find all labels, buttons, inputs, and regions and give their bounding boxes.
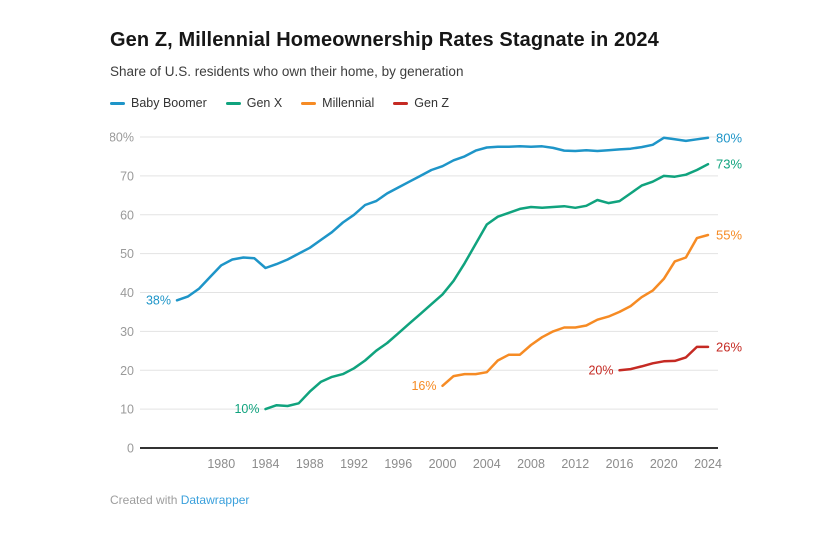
x-tick-label: 2024 (694, 457, 722, 471)
chart-legend: Baby Boomer Gen X Millennial Gen Z (110, 95, 770, 111)
legend-item-gen-z: Gen Z (393, 96, 449, 110)
end-value-label-millennial: 55% (716, 227, 742, 242)
series-line-gen-z (618, 345, 710, 372)
end-value-label-gen-x: 73% (716, 157, 742, 172)
legend-label: Gen Z (414, 96, 450, 110)
x-tick-label: 1988 (296, 457, 324, 471)
series-line-baby-boomer (175, 136, 710, 302)
x-tick-label: 2020 (650, 457, 678, 471)
created-with-text: Created with (110, 493, 178, 507)
end-value-label-baby-boomer: 80% (716, 130, 742, 145)
y-tick-label: 60 (120, 208, 134, 222)
series-line-millennial (441, 233, 710, 388)
datawrapper-link[interactable]: Datawrapper (180, 493, 250, 507)
legend-label: Gen X (246, 96, 283, 110)
start-value-label-gen-z: 20% (588, 363, 613, 377)
line-chart: 0 10 20 30 40 50 60 70 80% 1980 1984 1988 1992 1996 20… (110, 130, 742, 471)
x-tick-label: 2016 (606, 457, 634, 471)
x-tick-label: 1992 (340, 457, 368, 471)
y-tick-label: 10 (120, 403, 134, 417)
chart-subtitle: Share of U.S. residents who own their ho… (110, 64, 464, 79)
y-tick-label: 20 (120, 364, 134, 378)
y-tick-label: 50 (120, 247, 134, 261)
y-tick-label: 70 (120, 169, 134, 183)
x-tick-label: 2008 (517, 457, 545, 471)
legend-label: Baby Boomer (131, 96, 207, 110)
legend-item-gen-x: Gen X (225, 96, 283, 110)
y-tick-label: 30 (120, 325, 134, 339)
series-line-gen-x (264, 162, 710, 411)
x-tick-label: 2004 (473, 457, 501, 471)
y-tick-label: 80% (110, 131, 134, 145)
attribution: Created with Datawrapper (110, 493, 770, 507)
legend-label: Millennial (322, 96, 375, 110)
legend-line-icon (301, 101, 317, 105)
x-tick-label: 2000 (429, 457, 457, 471)
x-tick-label: 1996 (384, 457, 412, 471)
start-value-label-gen-x: 10% (234, 402, 259, 416)
end-value-label-gen-z: 26% (716, 339, 742, 354)
legend-item-baby-boomer: Baby Boomer (110, 96, 207, 110)
x-tick-label: 1984 (252, 457, 280, 471)
y-tick-label: 40 (120, 286, 134, 300)
legend-line-icon (393, 101, 409, 105)
y-tick-label: 0 (127, 442, 134, 456)
chart-title: Gen Z, Millennial Homeownership Rates St… (110, 29, 659, 51)
x-tick-label: 2012 (561, 457, 589, 471)
legend-item-millennial: Millennial (301, 96, 374, 110)
start-value-label-baby-boomer: 38% (146, 293, 171, 307)
x-tick-label: 1980 (207, 457, 235, 471)
start-value-label-millennial: 16% (411, 379, 436, 393)
chart-container: Gen Z, Millennial Homeownership Rates St… (110, 28, 770, 507)
legend-line-icon (110, 101, 125, 105)
legend-line-icon (225, 101, 241, 105)
